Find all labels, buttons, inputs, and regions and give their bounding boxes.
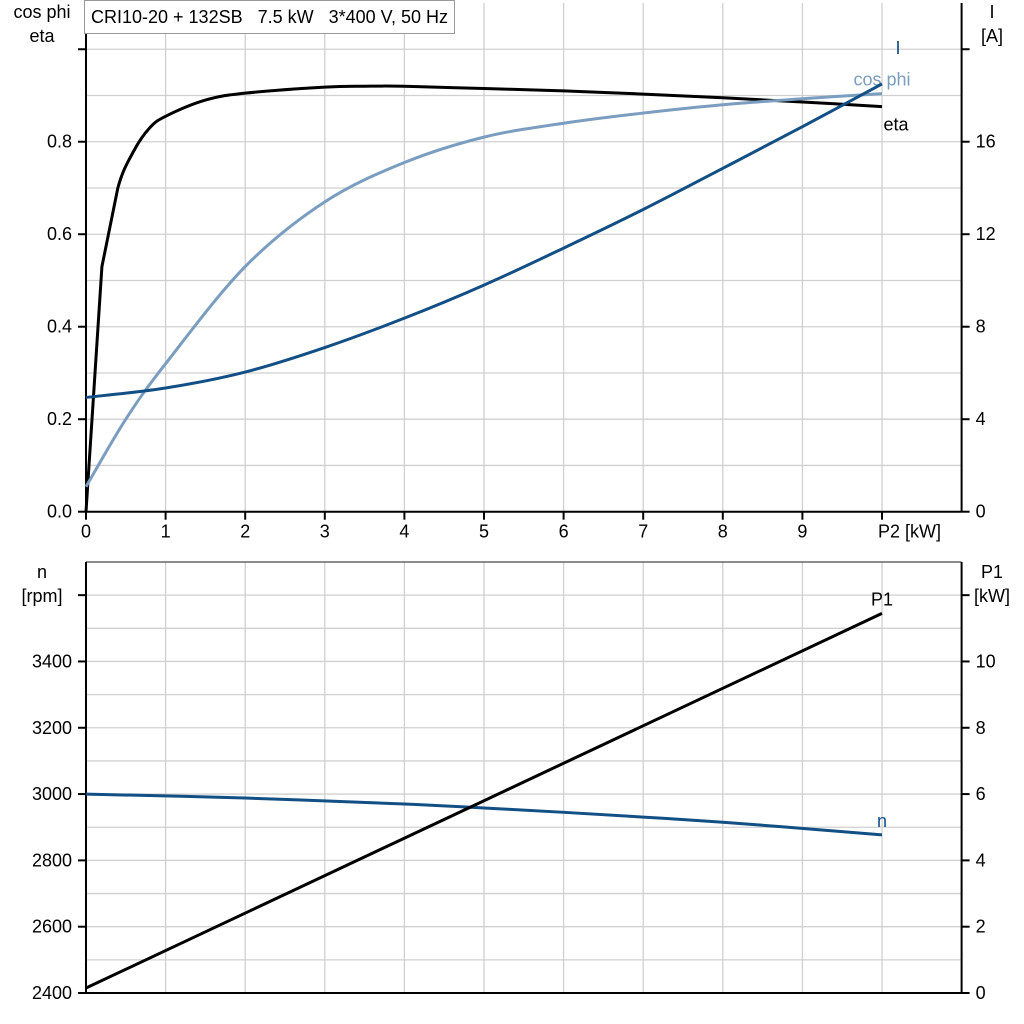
- y-axis-title-right-line1: I: [989, 2, 994, 22]
- y-axis-title-left-line1: cos phi: [13, 2, 70, 22]
- series-label-n: n: [877, 811, 887, 831]
- y-axis-title-right-line2: [A]: [981, 26, 1003, 46]
- y-tick-label-left: 0.6: [47, 224, 72, 244]
- y-tick-label-right: 10: [976, 651, 996, 671]
- y-tick-label-right: 12: [976, 224, 996, 244]
- chart-title: CRI10-20 + 132SB 7.5 kW 3*400 V, 50 Hz: [84, 0, 456, 34]
- x-tick-label: 0: [81, 522, 91, 542]
- y-axis-title-left-line1: n: [37, 562, 47, 582]
- series-line-P1: [85, 612, 883, 990]
- y-axis-title-left-line2: [rpm]: [21, 586, 62, 606]
- y-tick-label-left: 2400: [32, 983, 72, 1003]
- y-tick-label-right: 6: [976, 784, 986, 804]
- y-tick-label-left: 0.8: [47, 132, 72, 152]
- y-tick-label-right: 0: [976, 983, 986, 1003]
- y-tick-label-left: 3400: [32, 651, 72, 671]
- y-axis-title-right-line1: P1: [981, 562, 1003, 582]
- x-tick-label: 9: [797, 522, 807, 542]
- series-line-eta: [84, 84, 883, 512]
- y-tick-label-left: 0.0: [47, 502, 72, 522]
- y-tick-label-right: 2: [976, 917, 986, 937]
- y-tick-label-right: 16: [976, 132, 996, 152]
- y-tick-label-left: 0.4: [47, 317, 72, 337]
- y-axis-title-right-line2: [kW]: [974, 586, 1010, 606]
- y-tick-label-right: 4: [976, 850, 986, 870]
- y-tick-label-left: 0.2: [47, 409, 72, 429]
- x-tick-label: 3: [320, 522, 330, 542]
- y-tick-label-right: 0: [976, 502, 986, 522]
- series-label-P1: P1: [871, 589, 893, 609]
- y-tick-label-left: 3200: [32, 718, 72, 738]
- y-tick-label-left: 2800: [32, 850, 72, 870]
- y-tick-label-right: 4: [976, 409, 986, 429]
- y-tick-label-right: 8: [976, 317, 986, 337]
- x-axis-title: P2 [kW]: [878, 522, 941, 542]
- y-tick-label-right: 8: [976, 718, 986, 738]
- x-tick-label: 7: [638, 522, 648, 542]
- x-tick-label: 6: [559, 522, 569, 542]
- series-label-I: I: [895, 38, 900, 58]
- y-tick-label-left: 2600: [32, 917, 72, 937]
- x-tick-label: 4: [399, 522, 409, 542]
- x-tick-label: 2: [240, 522, 250, 542]
- series-label-eta: eta: [883, 115, 909, 135]
- series-line-I: [85, 82, 883, 399]
- series-line-n: [85, 792, 883, 837]
- x-tick-label: 1: [161, 522, 171, 542]
- y-tick-label-left: 3000: [32, 784, 72, 804]
- y-axis-title-left-line2: eta: [29, 26, 55, 46]
- x-tick-label: 8: [718, 522, 728, 542]
- series-line-cos-phi: [84, 92, 883, 488]
- x-tick-label: 5: [479, 522, 489, 542]
- series-label-cos-phi: cos phi: [853, 70, 910, 90]
